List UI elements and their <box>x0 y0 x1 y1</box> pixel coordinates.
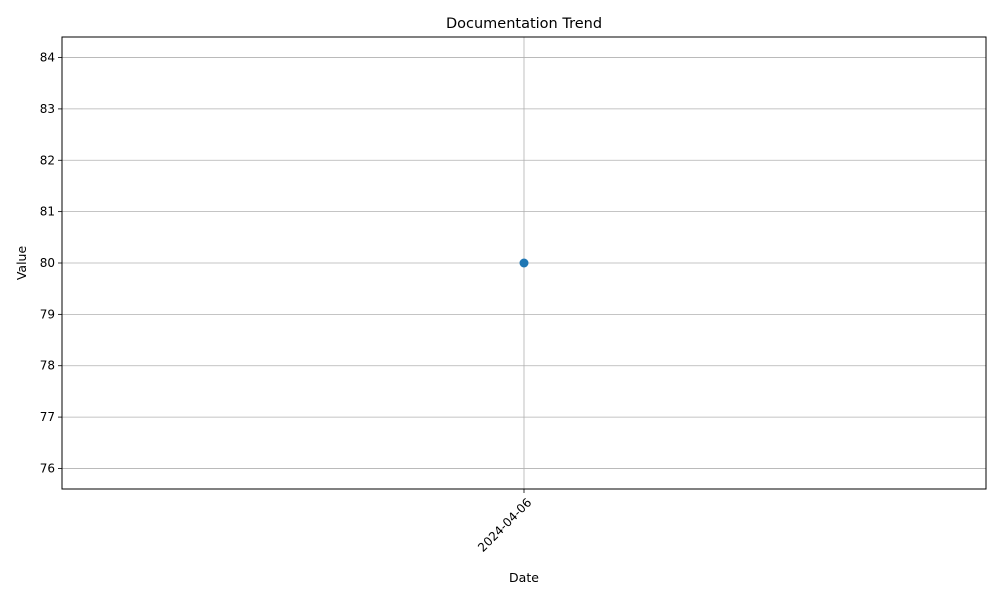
chart-title: Documentation Trend <box>446 16 602 32</box>
axis-ticks: 76 77 78 79 80 81 82 83 84 2024-04-06 <box>40 51 535 555</box>
y-tick-label: 81 <box>40 205 55 219</box>
plot-area <box>519 258 529 268</box>
y-tick-label: 77 <box>40 410 55 424</box>
x-tick-label: 2024-04-06 <box>475 495 534 554</box>
y-tick-label: 76 <box>40 461 55 475</box>
y-tick-label: 83 <box>40 102 55 116</box>
y-tick-label: 79 <box>40 307 55 321</box>
y-tick-label: 80 <box>40 256 55 270</box>
y-tick-label: 78 <box>40 359 55 373</box>
data-point <box>519 258 529 268</box>
y-tick-label: 84 <box>40 51 55 65</box>
y-axis-label: Value <box>14 246 29 281</box>
y-tick-label: 82 <box>40 153 55 167</box>
x-axis-label: Date <box>509 570 539 585</box>
